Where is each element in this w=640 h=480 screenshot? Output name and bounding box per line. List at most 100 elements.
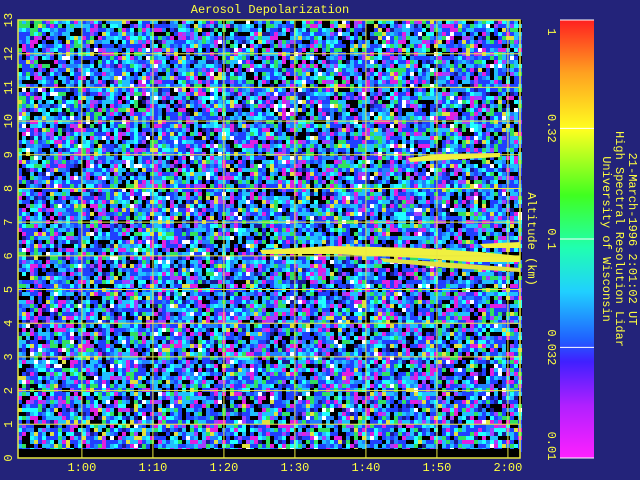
noise-cell bbox=[334, 44, 338, 48]
noise-cell bbox=[250, 28, 254, 32]
noise-cell bbox=[266, 116, 270, 120]
noise-cell bbox=[146, 40, 150, 44]
noise-cell bbox=[38, 92, 42, 96]
noise-cell bbox=[394, 80, 398, 84]
noise-cell bbox=[134, 116, 138, 120]
noise-cell bbox=[146, 128, 150, 132]
noise-cell bbox=[90, 132, 94, 136]
noise-cell bbox=[78, 68, 82, 72]
noise-cell bbox=[218, 124, 222, 128]
noise-cell bbox=[442, 60, 446, 64]
noise-cell bbox=[106, 132, 110, 136]
noise-cell bbox=[342, 140, 346, 144]
noise-cell bbox=[166, 132, 170, 136]
noise-cell bbox=[274, 120, 278, 124]
noise-cell bbox=[54, 72, 58, 76]
noise-cell bbox=[462, 68, 466, 72]
noise-cell bbox=[414, 44, 418, 48]
noise-cell bbox=[398, 144, 402, 148]
noise-cell bbox=[214, 72, 218, 76]
noise-cell bbox=[342, 120, 346, 124]
noise-cell bbox=[246, 140, 250, 144]
noise-cell bbox=[114, 24, 118, 28]
noise-cell bbox=[74, 48, 78, 52]
noise-cell bbox=[214, 100, 218, 104]
noise-cell bbox=[310, 112, 314, 116]
noise-cell bbox=[226, 96, 230, 100]
noise-cell bbox=[170, 108, 174, 112]
noise-cell bbox=[382, 144, 386, 148]
noise-cell bbox=[174, 28, 178, 32]
noise-cell bbox=[54, 88, 58, 92]
noise-cell bbox=[62, 72, 66, 76]
noise-cell bbox=[350, 160, 354, 164]
noise-cell bbox=[98, 76, 102, 80]
noise-cell bbox=[398, 112, 402, 116]
noise-cell bbox=[118, 128, 122, 132]
noise-cell bbox=[198, 64, 202, 68]
noise-cell bbox=[146, 116, 150, 120]
noise-cell bbox=[142, 112, 146, 116]
noise-cell bbox=[362, 168, 366, 172]
noise-cell bbox=[286, 100, 290, 104]
noise-cell bbox=[334, 160, 338, 164]
noise-cell bbox=[118, 56, 122, 60]
noise-cell bbox=[470, 92, 474, 96]
noise-cell bbox=[78, 136, 82, 140]
noise-cell bbox=[50, 124, 54, 128]
noise-cell bbox=[86, 64, 90, 68]
noise-cell bbox=[246, 172, 250, 176]
noise-cell bbox=[422, 88, 426, 92]
noise-cell bbox=[358, 84, 362, 88]
noise-cell bbox=[94, 140, 98, 144]
noise-cell bbox=[258, 112, 262, 116]
noise-cell bbox=[310, 92, 314, 96]
noise-cell bbox=[166, 152, 170, 156]
noise-cell bbox=[190, 44, 194, 48]
noise-cell bbox=[430, 144, 434, 148]
noise-cell bbox=[370, 164, 374, 168]
noise-cell bbox=[478, 104, 482, 108]
noise-cell bbox=[502, 124, 506, 128]
noise-cell bbox=[430, 84, 434, 88]
noise-cell bbox=[186, 60, 190, 64]
noise-cell bbox=[66, 48, 70, 52]
noise-cell bbox=[142, 76, 146, 80]
noise-cell bbox=[270, 44, 274, 48]
noise-cell bbox=[218, 100, 222, 104]
noise-cell bbox=[78, 20, 82, 24]
noise-cell bbox=[338, 140, 342, 144]
noise-cell bbox=[318, 96, 322, 100]
noise-cell bbox=[210, 96, 214, 100]
noise-cell bbox=[262, 148, 266, 152]
noise-cell bbox=[158, 96, 162, 100]
noise-cell bbox=[478, 68, 482, 72]
noise-cell bbox=[134, 128, 138, 132]
noise-cell bbox=[250, 148, 254, 152]
noise-cell bbox=[114, 140, 118, 144]
noise-cell bbox=[170, 124, 174, 128]
noise-cell bbox=[514, 88, 518, 92]
noise-cell bbox=[94, 96, 98, 100]
noise-cell bbox=[330, 40, 334, 44]
noise-cell bbox=[410, 124, 414, 128]
noise-cell bbox=[482, 172, 486, 176]
noise-cell bbox=[438, 140, 442, 144]
noise-cell bbox=[54, 172, 58, 176]
noise-cell bbox=[414, 80, 418, 84]
noise-cell bbox=[462, 100, 466, 104]
noise-cell bbox=[434, 120, 438, 124]
noise-cell bbox=[342, 172, 346, 176]
noise-cell bbox=[54, 96, 58, 100]
noise-cell bbox=[54, 148, 58, 152]
noise-cell bbox=[370, 92, 374, 96]
noise-cell bbox=[154, 64, 158, 68]
noise-cell bbox=[158, 152, 162, 156]
noise-cell bbox=[302, 140, 306, 144]
noise-cell bbox=[262, 40, 266, 44]
noise-cell bbox=[42, 176, 46, 180]
noise-cell bbox=[458, 108, 462, 112]
noise-cell bbox=[498, 60, 502, 64]
noise-cell bbox=[290, 28, 294, 32]
noise-cell bbox=[78, 172, 82, 176]
